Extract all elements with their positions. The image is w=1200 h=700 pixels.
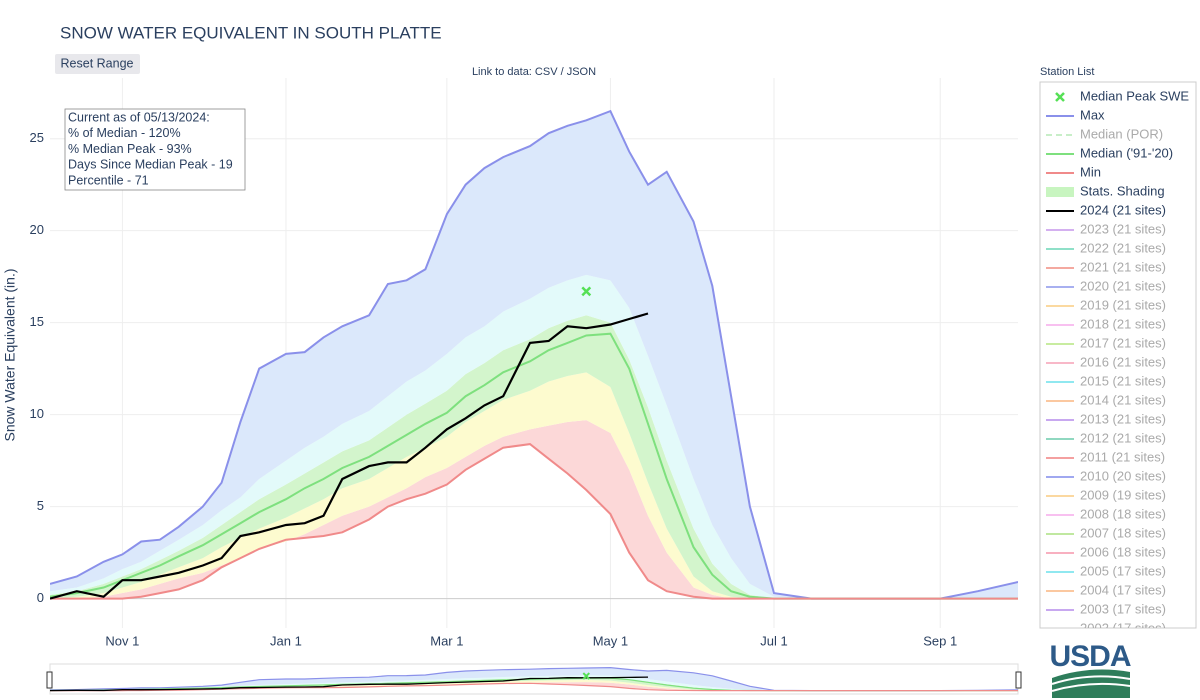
- stats-band: [50, 111, 1018, 599]
- legend-label[interactable]: 2018 (21 sites): [1080, 316, 1166, 331]
- legend-label[interactable]: Max: [1080, 107, 1105, 122]
- stats-band: [50, 679, 1018, 691]
- y-tick-label: 10: [30, 406, 44, 421]
- x-tick-label: Jul 1: [760, 633, 787, 648]
- usda-logo: USDA: [1049, 640, 1132, 698]
- legend-label[interactable]: 2002 (17 sites): [1080, 620, 1166, 635]
- series-line: [50, 109, 1018, 600]
- legend-label[interactable]: 2023 (21 sites): [1080, 221, 1166, 236]
- legend-label[interactable]: Median ('91-'20): [1080, 145, 1173, 160]
- legend-symbol: [1055, 92, 1065, 102]
- legend-label[interactable]: 2005 (17 sites): [1080, 563, 1166, 578]
- y-tick-label: 20: [30, 222, 44, 237]
- x-tick-label: Nov 1: [105, 633, 139, 648]
- legend-label[interactable]: 2003 (17 sites): [1080, 601, 1166, 616]
- legend-label[interactable]: Stats. Shading: [1080, 183, 1165, 198]
- legend-label[interactable]: Median Peak SWE: [1080, 88, 1189, 103]
- y-tick-label: 0: [37, 590, 44, 605]
- legend-label[interactable]: 2015 (21 sites): [1080, 373, 1166, 388]
- legend-label[interactable]: 2024 (21 sites): [1080, 202, 1166, 217]
- legend-label[interactable]: 2022 (21 sites): [1080, 240, 1166, 255]
- legend-title: Station List: [1040, 66, 1094, 78]
- series-line: [50, 682, 1018, 692]
- legend-label[interactable]: Median (POR): [1080, 126, 1163, 141]
- data-link[interactable]: Link to data: CSV / JSON: [472, 66, 596, 78]
- stats-band: [50, 274, 1018, 599]
- legend-label[interactable]: Min: [1080, 164, 1101, 179]
- legend-label[interactable]: 2020 (21 sites): [1080, 278, 1166, 293]
- x-tick-label: Mar 1: [430, 633, 463, 648]
- info-box: Current as of 05/13/2024: % of Median - 1…: [64, 108, 246, 191]
- x-tick-label: Jan 1: [270, 633, 302, 648]
- legend-symbol: [1046, 187, 1074, 197]
- y-tick-label: 25: [30, 130, 44, 145]
- x-tick-label: Sep 1: [923, 633, 957, 648]
- legend-label[interactable]: 2007 (18 sites): [1080, 525, 1166, 540]
- legend-label[interactable]: 2004 (17 sites): [1080, 582, 1166, 597]
- series-line: [49, 666, 1019, 692]
- legend-label[interactable]: 2010 (20 sites): [1080, 468, 1166, 483]
- legend-label[interactable]: 2016 (21 sites): [1080, 354, 1166, 369]
- legend-label[interactable]: 2011 (21 sites): [1080, 449, 1165, 464]
- series-line: [50, 312, 649, 600]
- legend: Median Peak SWE Max Median (POR) Median ('9…: [1046, 88, 1189, 635]
- legend-label[interactable]: 2006 (18 sites): [1080, 544, 1166, 559]
- median-peak-marker: [582, 672, 590, 680]
- legend-label[interactable]: 2017 (21 sites): [1080, 335, 1166, 350]
- logo-text: USDA: [1049, 640, 1130, 673]
- range-slider[interactable]: [46, 663, 1022, 695]
- info-line: % of Median - 120%: [68, 126, 181, 140]
- stats-band: [50, 372, 1018, 599]
- y-tick-label: 15: [30, 314, 44, 329]
- y-tick-label: 5: [37, 498, 44, 513]
- legend-label[interactable]: 2014 (21 sites): [1080, 392, 1166, 407]
- legend-label[interactable]: 2021 (21 sites): [1080, 259, 1166, 274]
- legend-label[interactable]: 2013 (21 sites): [1080, 411, 1166, 426]
- median-peak-marker: [581, 286, 592, 297]
- info-line: Current as of 05/13/2024:: [68, 110, 210, 124]
- plot-area: [50, 109, 1018, 600]
- y-axis-label: Snow Water Equivalent (in.): [2, 269, 18, 442]
- legend-label[interactable]: 2012 (21 sites): [1080, 430, 1166, 445]
- legend-label[interactable]: 2009 (19 sites): [1080, 487, 1166, 502]
- reset-button-label[interactable]: Reset Range: [61, 56, 134, 70]
- legend-label[interactable]: 2019 (21 sites): [1080, 297, 1166, 312]
- reset-button[interactable]: [55, 54, 140, 74]
- x-tick-label: May 1: [593, 633, 628, 648]
- chart-title: SNOW WATER EQUIVALENT IN SOUTH PLATTE: [60, 23, 442, 42]
- series-line: [49, 676, 649, 692]
- info-line: Days Since Median Peak - 19: [68, 158, 233, 172]
- series-line: [50, 443, 1018, 600]
- info-line: Percentile - 71: [68, 173, 149, 187]
- series-line: [50, 332, 1018, 600]
- info-line: % Median Peak - 93%: [68, 142, 192, 156]
- legend-label[interactable]: 2008 (18 sites): [1080, 506, 1166, 521]
